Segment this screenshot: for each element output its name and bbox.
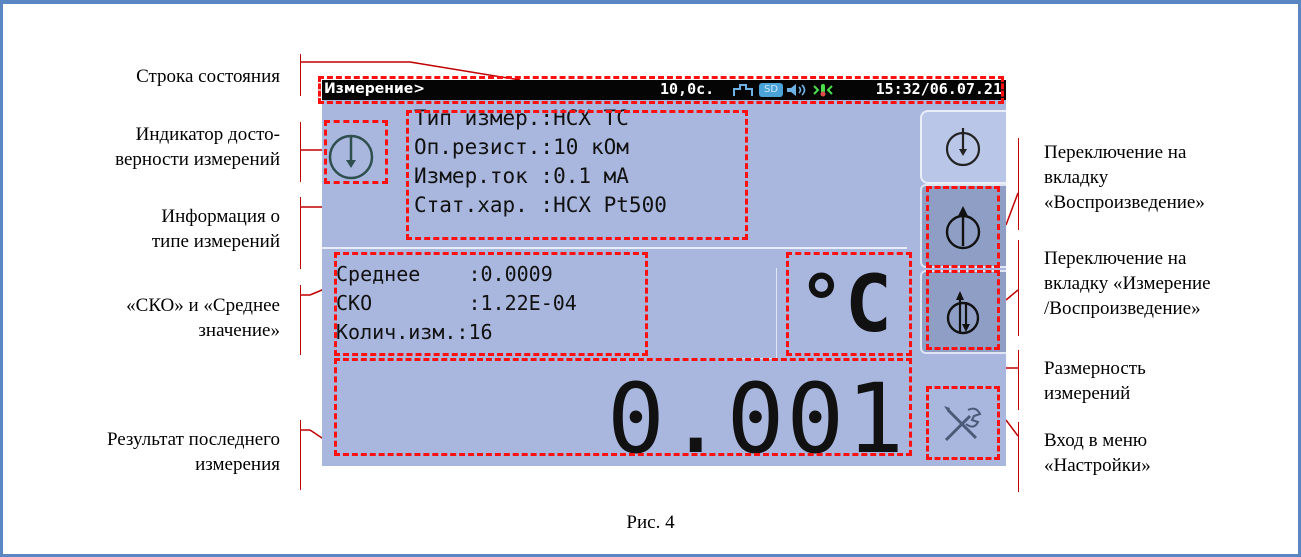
highlight-info xyxy=(406,110,748,240)
bracket-status xyxy=(300,54,301,96)
bracket-settings xyxy=(1018,422,1019,492)
label-unit: Размерность измерений xyxy=(1044,356,1146,406)
bracket-info xyxy=(300,197,301,269)
highlight-value xyxy=(334,358,912,456)
bracket-tab-repro xyxy=(1018,138,1019,230)
tab-measurement[interactable] xyxy=(920,110,1006,184)
label-result: Результат последнего измерения xyxy=(107,427,280,477)
highlight-stats xyxy=(334,252,648,356)
separator xyxy=(322,247,907,249)
graph-placeholder xyxy=(730,268,777,359)
label-validity: Индикатор досто-верности измерений xyxy=(115,122,280,172)
bracket-result xyxy=(300,420,301,490)
highlight-validity xyxy=(324,120,388,184)
bracket-tab-mr xyxy=(1018,240,1019,336)
bracket-validity xyxy=(300,122,301,182)
highlight-tab-repro xyxy=(926,186,1000,268)
label-info: Информация о типе измерений xyxy=(152,204,280,254)
label-tab-mr: Переключение на вкладку «Измерение/Воспро… xyxy=(1044,246,1211,321)
bracket-unit xyxy=(1018,350,1019,410)
label-sko: «СКО» и «Среднее значение» xyxy=(126,293,280,343)
figure-caption: Рис. 4 xyxy=(0,512,1301,534)
bracket-sko xyxy=(300,285,301,355)
highlight-settings xyxy=(926,386,1000,460)
highlight-unit xyxy=(786,252,912,356)
highlight-tab-mr xyxy=(926,270,1000,350)
highlight-status-bar xyxy=(318,76,1004,104)
label-settings: Вход в меню «Настройки» xyxy=(1044,428,1151,478)
label-tab-repro: Переключение на вкладку «Воспроизведение» xyxy=(1044,140,1205,215)
label-status-bar: Строка состояния xyxy=(136,64,280,89)
measurement-icon xyxy=(940,124,986,170)
